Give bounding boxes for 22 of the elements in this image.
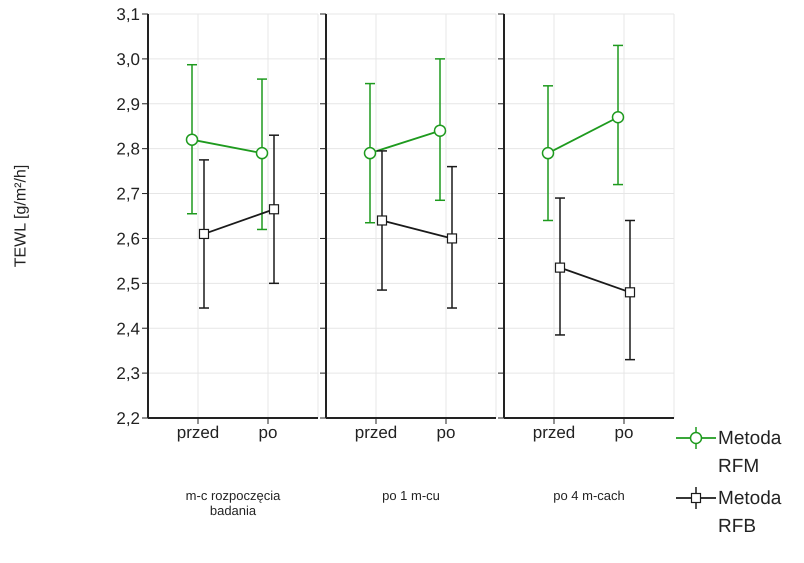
y-tick-label: 2,5	[116, 274, 140, 294]
x-tick-label: po	[436, 423, 456, 442]
x-axis-title: m-c rozpoczęcia badania	[184, 488, 282, 518]
y-tick-label: 2,6	[116, 229, 140, 248]
y-tick-label: 2,3	[116, 364, 140, 384]
legend-label: Metoda RFB	[718, 487, 782, 539]
x-axis-title: po 4 m-cach	[552, 488, 626, 503]
x-tick-label: przed	[176, 423, 220, 442]
y-tick-label: 2,4	[116, 319, 140, 338]
x-tick-label: po	[614, 423, 634, 442]
x-axis-title: po 1 m-cu	[381, 488, 441, 503]
y-tick-label: 2,2	[116, 409, 140, 428]
y-tick-label: 3,1	[116, 5, 140, 24]
y-tick-label: 3,0	[116, 50, 140, 69]
y-axis-title: TEWL [g/m²/h]	[12, 164, 30, 268]
legend-label: Metoda RFM	[718, 427, 782, 479]
x-tick-label: po	[258, 423, 278, 442]
y-tick-label: 2,8	[116, 140, 140, 159]
y-tick-label: 2,9	[116, 94, 140, 114]
x-tick-label: przed	[354, 423, 398, 442]
y-tick-label: 2,7	[116, 184, 140, 204]
x-tick-label: przed	[532, 423, 576, 442]
